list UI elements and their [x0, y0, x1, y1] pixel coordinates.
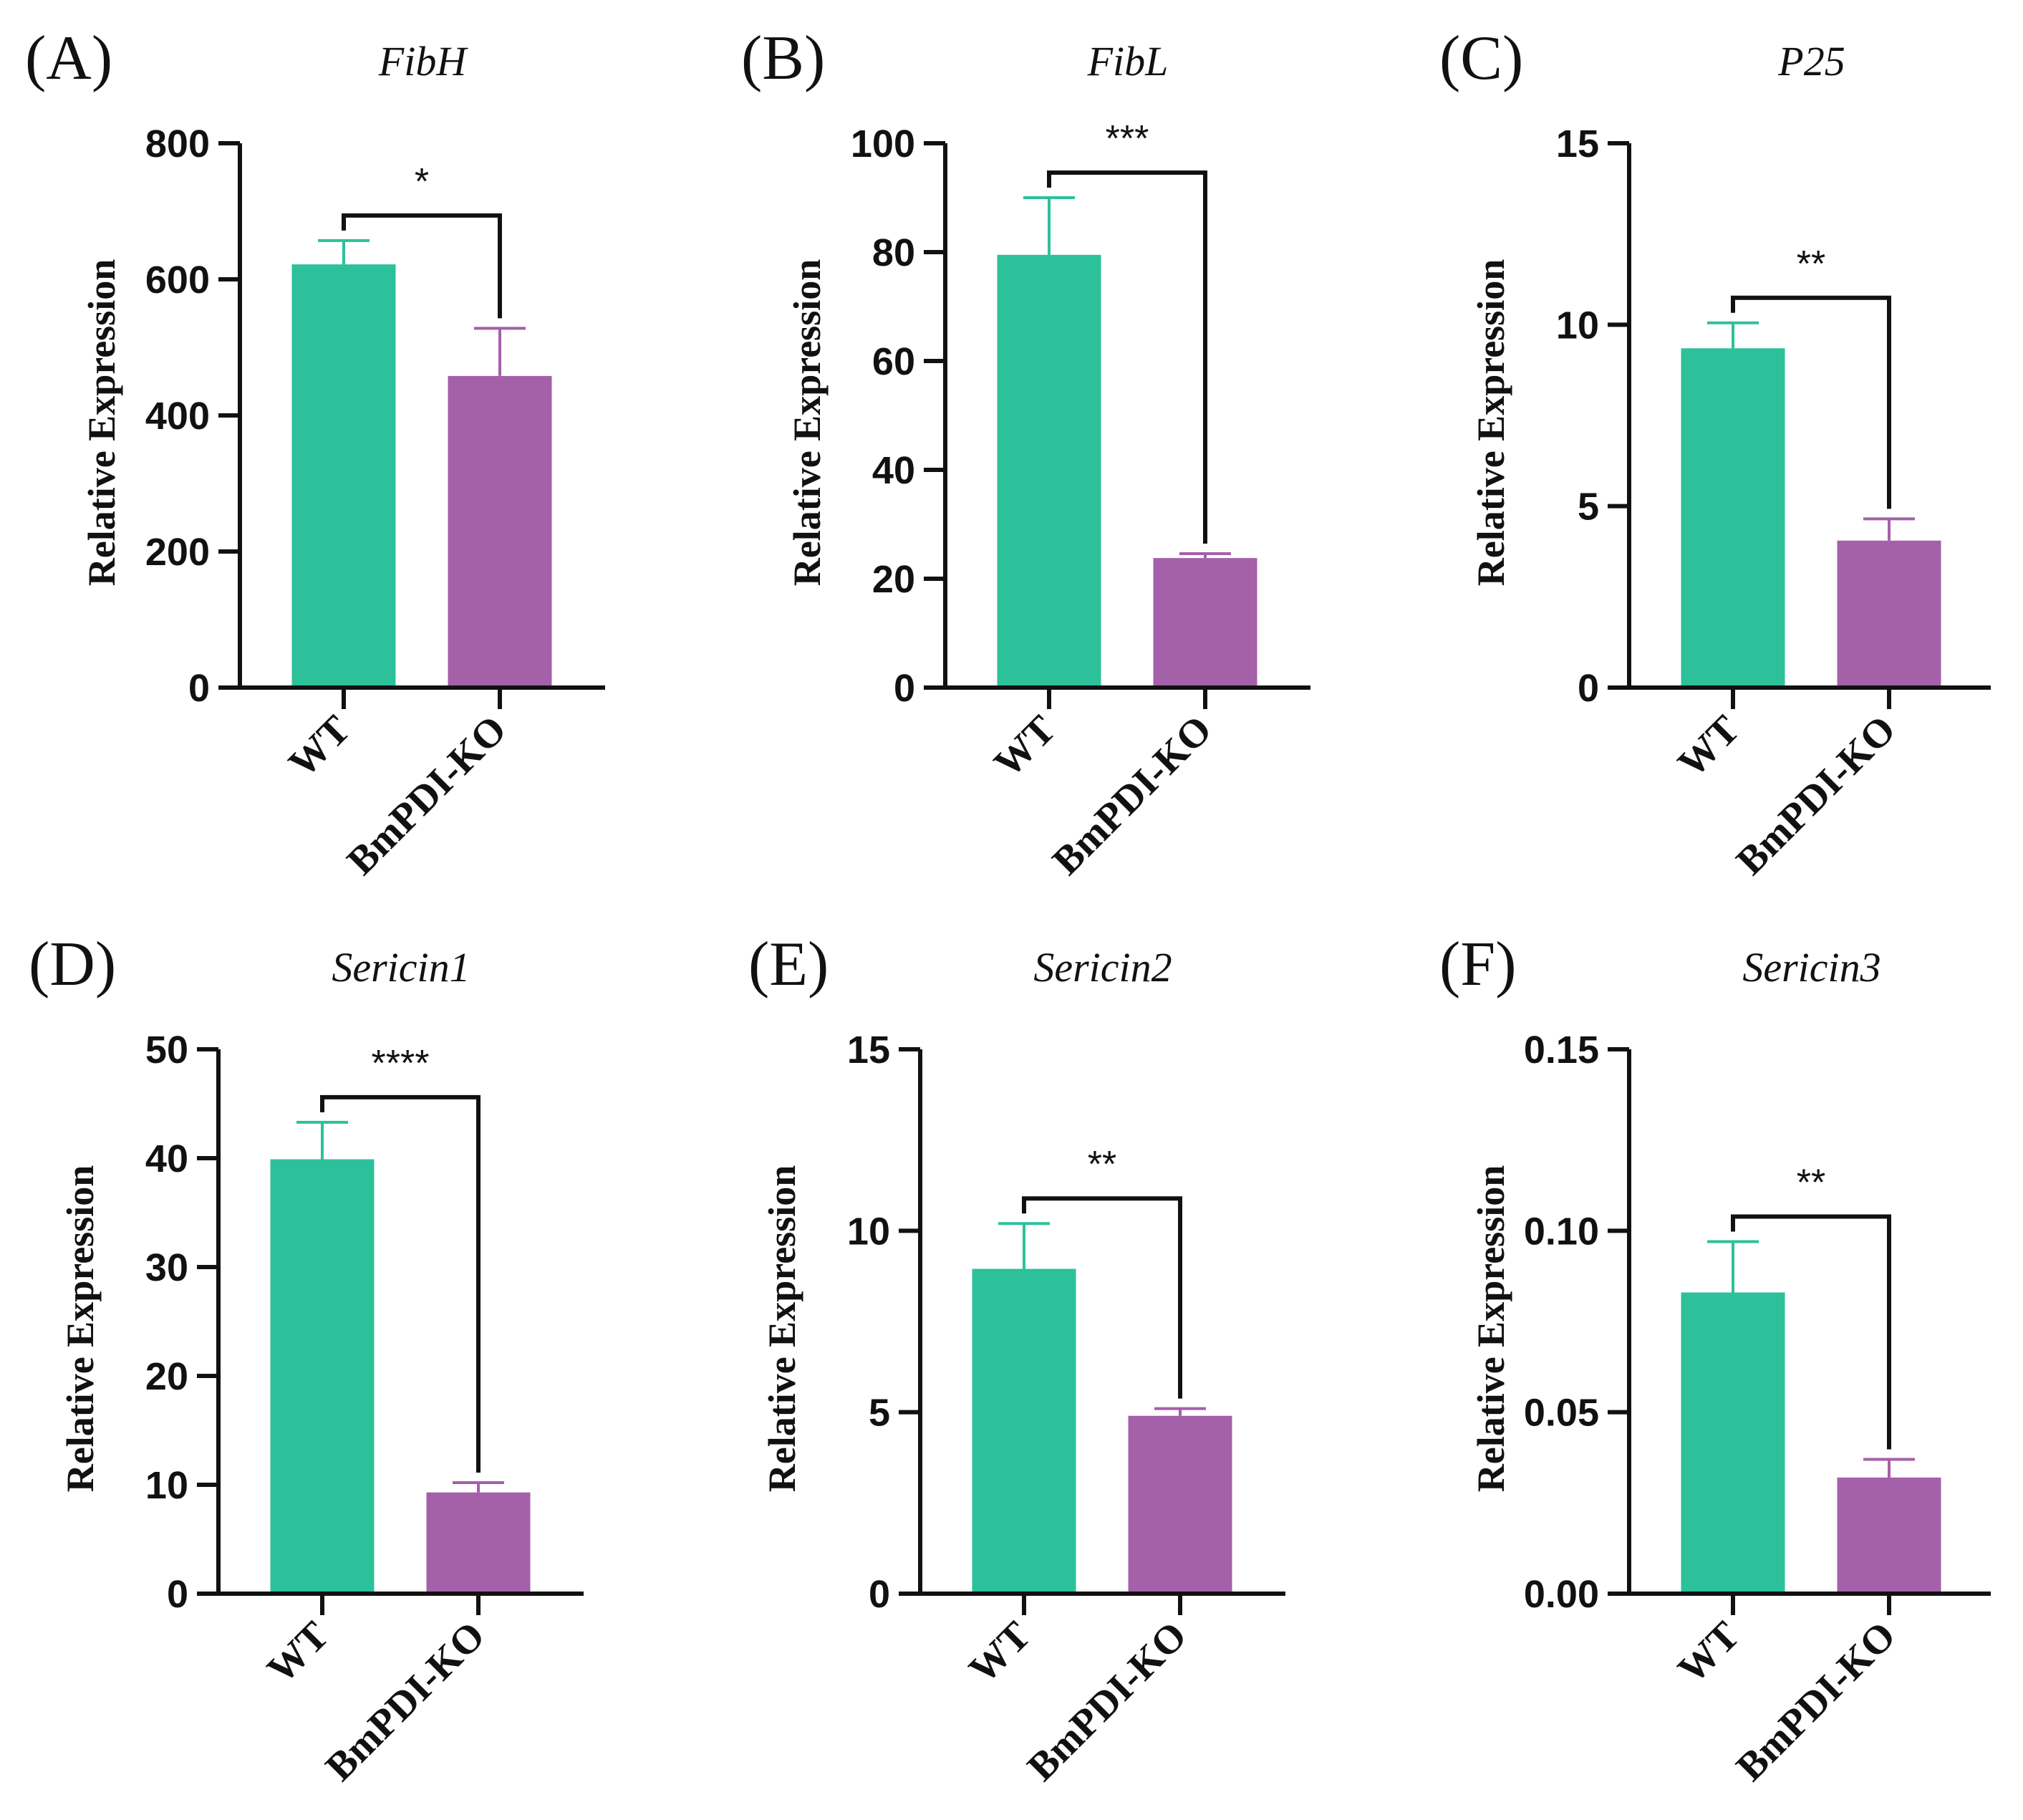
chart-panel: (D) Sericin1 Relative Expression **** 0 10 20 3… — [29, 930, 584, 1790]
y-tick-label: 100 — [851, 122, 915, 165]
y-tick-label: 10 — [1556, 304, 1599, 347]
chart-title: FibL — [1087, 38, 1169, 85]
y-tick-label: 800 — [145, 122, 210, 165]
x-category-label: BmPDI-KO — [1019, 1613, 1195, 1789]
y-tick-label: 20 — [145, 1355, 188, 1398]
significance-label: **** — [372, 1043, 430, 1084]
x-category-label: WT — [1669, 1613, 1748, 1692]
significance-label: *** — [1106, 118, 1149, 160]
significance-bracket — [320, 1094, 481, 1473]
bar-ko — [1128, 1415, 1232, 1594]
y-tick-label: 0 — [869, 1573, 890, 1616]
panel-label: (D) — [29, 930, 116, 999]
y-tick-label: 0.00 — [1524, 1573, 1599, 1616]
y-tick-label: 40 — [145, 1137, 188, 1180]
y-tick-label: 0 — [167, 1573, 188, 1616]
bar-ko — [1153, 558, 1257, 688]
significance-bracket — [1731, 295, 1891, 509]
significance-label: ** — [1088, 1144, 1116, 1185]
bar-wt — [270, 1159, 375, 1594]
chart-title: Sericin3 — [1742, 944, 1880, 991]
chart-panel: (B) FibL Relative Expression *** 0 20 40 60 80 10… — [741, 24, 1310, 884]
y-tick-label: 600 — [145, 259, 210, 302]
x-category-label: BmPDI-KO — [317, 1613, 493, 1789]
y-axis-title: Relative Expression — [80, 259, 123, 587]
y-tick-label: 0.15 — [1524, 1029, 1599, 1072]
x-category-label: WT — [1669, 707, 1748, 786]
chart-title: Sericin1 — [332, 944, 470, 991]
y-tick-label: 5 — [1578, 486, 1599, 529]
significance-label: * — [415, 161, 429, 203]
significance-bracket — [1731, 1214, 1891, 1450]
panel-label: (E) — [748, 930, 829, 999]
y-tick-label: 10 — [145, 1464, 188, 1507]
x-category-label: BmPDI-KO — [1728, 707, 1904, 883]
bar-wt — [997, 254, 1101, 688]
y-tick-label: 400 — [145, 395, 210, 438]
chart-panel: (E) Sericin2 Relative Expression ** 0 5 10 15 WT… — [748, 930, 1285, 1790]
y-tick-label: 5 — [869, 1392, 890, 1435]
x-category-label: WT — [985, 707, 1064, 786]
panel-label: (A) — [25, 24, 112, 93]
significance-bracket — [342, 213, 502, 319]
y-tick-label: 20 — [872, 558, 915, 601]
chart-panel: (F) Sericin3 Relative Expression ** 0.00 0.05… — [1439, 930, 1991, 1790]
x-category-label: WT — [280, 707, 359, 786]
bar-wt — [1681, 1292, 1785, 1594]
panel-label: (C) — [1439, 24, 1523, 93]
bar-ko — [426, 1492, 531, 1594]
bar-wt — [972, 1268, 1076, 1594]
y-tick-label: 0 — [188, 667, 210, 710]
bar-ko — [1837, 540, 1941, 688]
y-tick-label: 200 — [145, 531, 210, 574]
y-axis-title: Relative Expression — [786, 259, 829, 587]
significance-bracket — [1022, 1196, 1182, 1399]
x-category-label: WT — [960, 1613, 1039, 1692]
chart-panel: (A) FibH Relative Expression * 0 200 400 600 800… — [25, 24, 605, 884]
y-tick-label: 10 — [847, 1210, 890, 1253]
y-axis-title: Relative Expression — [761, 1165, 803, 1493]
x-category-label: BmPDI-KO — [1044, 707, 1220, 883]
x-category-label: WT — [259, 1613, 337, 1692]
chart-panel: (C) P25 Relative Expression ** 0 5 10 15 WTBmPDI… — [1439, 24, 1991, 884]
x-category-label: BmPDI-KO — [1728, 1613, 1904, 1789]
y-axis-title: Relative Expression — [1469, 259, 1512, 587]
y-axis-title: Relative Expression — [1469, 1165, 1512, 1493]
y-tick-label: 0.05 — [1524, 1392, 1599, 1435]
y-tick-label: 0 — [894, 667, 915, 710]
y-tick-label: 60 — [872, 340, 915, 383]
significance-label: ** — [1797, 1162, 1825, 1204]
chart-title: P25 — [1777, 38, 1845, 85]
panel-label: (F) — [1439, 930, 1517, 999]
chart-title: Sericin2 — [1033, 944, 1172, 991]
bar-wt — [291, 264, 396, 688]
y-tick-label: 15 — [1556, 122, 1599, 165]
chart-title: FibH — [378, 38, 469, 85]
bar-wt — [1681, 348, 1785, 688]
bar-ko — [1837, 1477, 1941, 1594]
y-tick-label: 0 — [1578, 667, 1599, 710]
significance-bracket — [1047, 170, 1207, 544]
x-category-label: BmPDI-KO — [339, 707, 515, 883]
y-tick-label: 50 — [145, 1029, 188, 1072]
y-tick-label: 0.10 — [1524, 1210, 1599, 1253]
panel-label: (B) — [741, 24, 825, 93]
bar-ko — [448, 375, 552, 688]
y-tick-label: 80 — [872, 231, 915, 274]
y-tick-label: 15 — [847, 1029, 890, 1072]
y-tick-label: 30 — [145, 1246, 188, 1289]
y-tick-label: 40 — [872, 449, 915, 492]
significance-label: ** — [1797, 244, 1825, 285]
y-axis-title: Relative Expression — [59, 1165, 102, 1493]
